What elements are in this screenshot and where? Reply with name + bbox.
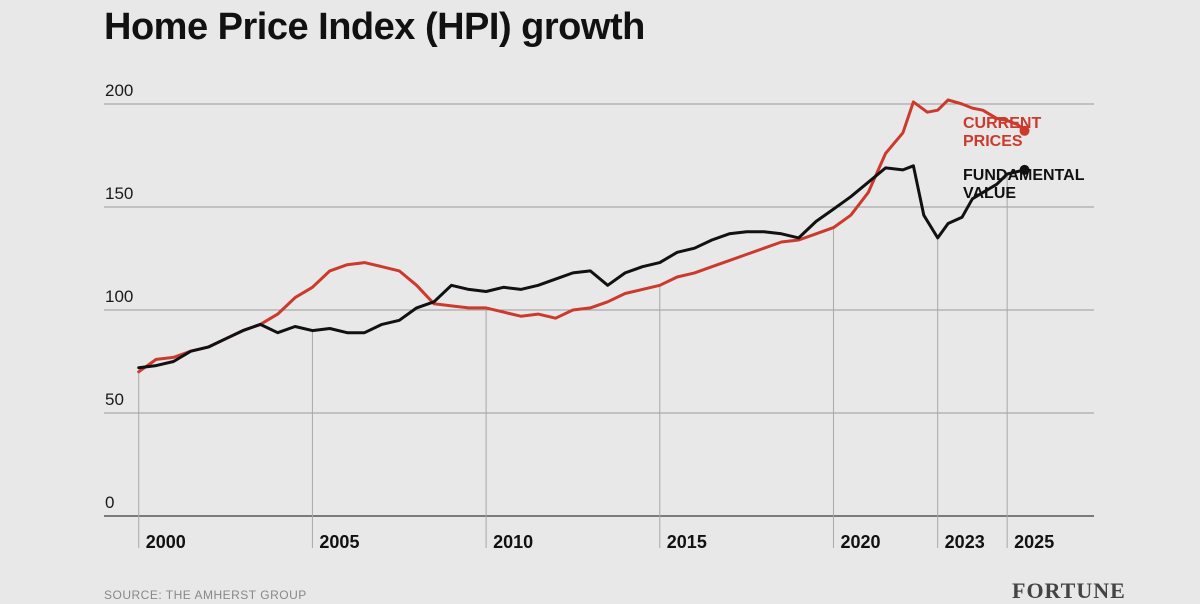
y-tick-label: 100 — [105, 287, 133, 306]
series-end-dot-0 — [1019, 125, 1030, 136]
y-tick-label: 0 — [105, 493, 114, 512]
series-lines — [137, 98, 1030, 374]
fortune-logo: FORTUNE — [1012, 578, 1126, 603]
gridlines — [104, 103, 1094, 517]
source-note: SOURCE: THE AMHERST GROUP — [104, 588, 307, 602]
series-label-0: PRICES — [963, 133, 1023, 150]
x-axis-ticks: 2000 2005 2010 2015 2020 2023 2025 — [146, 532, 1054, 552]
x-tick-label: 2025 — [1014, 532, 1054, 552]
y-tick-label: 200 — [105, 81, 133, 100]
series-label-1: FUNDAMENTAL — [963, 167, 1085, 184]
series-end-dot-1 — [1019, 164, 1030, 175]
series-label-1: VALUE — [963, 185, 1016, 202]
x-tick-label: 2020 — [840, 532, 880, 552]
x-tick-label: 2005 — [319, 532, 359, 552]
y-axis-ticks: 0 50 100 150 200 — [105, 81, 133, 512]
series-line-0 — [137, 98, 1026, 374]
x-tick-label: 2000 — [146, 532, 186, 552]
x-tick-label: 2015 — [667, 532, 707, 552]
series-label-0: CURRENT — [963, 115, 1041, 132]
x-tick-label: 2023 — [945, 532, 985, 552]
x-tick-label: 2010 — [493, 532, 533, 552]
y-tick-label: 150 — [105, 184, 133, 203]
series-line-1 — [137, 164, 1026, 370]
y-tick-label: 50 — [105, 390, 124, 409]
year-marker-lines — [138, 174, 1008, 548]
chart-title: Home Price Index (HPI) growth — [104, 6, 645, 48]
